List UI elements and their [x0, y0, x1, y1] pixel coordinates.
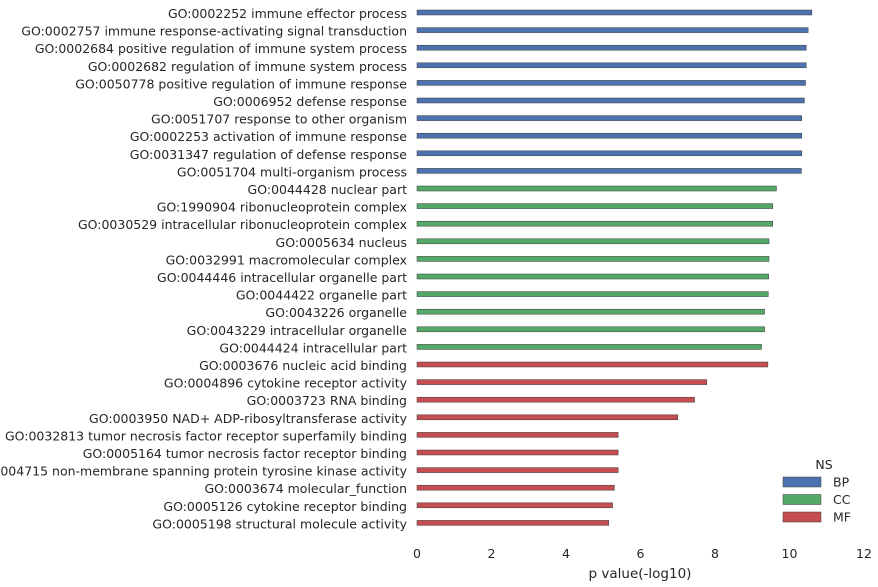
category-label: GO:1990904 ribonucleoprotein complex: [157, 200, 407, 215]
category-label: GO:0030529 intracellular ribonucleoprote…: [78, 217, 407, 232]
category-label: GO:0005198 structural molecule activity: [152, 516, 407, 531]
x-tick-label: 10: [782, 546, 798, 561]
category-label: GO:0043229 intracellular organelle: [187, 323, 408, 338]
bar-cc: [416, 326, 765, 333]
bar-mf: [416, 414, 678, 421]
x-tick-label: 6: [637, 546, 645, 561]
bar-cc: [416, 203, 773, 209]
category-label: GO:0003950 NAD+ ADP-ribosyltransferase a…: [89, 411, 408, 426]
bar-bp: [416, 168, 802, 174]
category-label: GO:0044422 organelle part: [236, 288, 407, 303]
bar-bp: [416, 132, 803, 139]
category-label: GO:0044428 nuclear part: [248, 182, 408, 197]
category-label: GO:0003723 RNA binding: [247, 393, 407, 408]
category-label: GO:0050778 positive regulation of immune…: [75, 76, 407, 91]
category-label: GO:0004896 cytokine receptor activity: [164, 376, 408, 391]
category-label: GO:0004715 non-membrane spanning protein…: [0, 464, 408, 479]
bar-bp: [416, 27, 809, 33]
category-label: GO:0032991 macromolecular complex: [166, 252, 407, 267]
bar-bp: [416, 150, 803, 157]
x-tick-label: 2: [488, 546, 496, 561]
category-label: GO:0051704 multi-organism process: [177, 164, 407, 179]
bar-mf: [416, 432, 619, 438]
bar-bp: [416, 97, 805, 104]
bar-bp: [416, 9, 813, 16]
bar-cc: [416, 273, 769, 280]
category-label: GO:0005126 cytokine receptor binding: [163, 499, 407, 514]
category-label: GO:0003676 nucleic acid binding: [199, 358, 407, 373]
legend-label-mf: MF: [833, 510, 851, 525]
bar-cc: [416, 308, 765, 315]
legend-label-cc: CC: [833, 492, 851, 507]
bar-bp: [416, 62, 807, 69]
bar-mf: [416, 396, 695, 403]
bar-cc: [416, 220, 773, 227]
legend-title: NS: [815, 457, 832, 472]
bar-bp: [416, 115, 803, 121]
category-label: GO:0044424 intracellular part: [219, 340, 407, 355]
bar-mf: [416, 361, 769, 368]
category-label: GO:0006952 defense response: [213, 94, 407, 109]
x-tick-label: 8: [711, 546, 719, 561]
bar-cc: [416, 256, 770, 262]
bar-mf: [416, 520, 610, 526]
x-tick-label: 4: [562, 546, 570, 561]
legend-label-bp: BP: [833, 475, 850, 490]
category-label: GO:0005164 tumor necrosis factor recepto…: [83, 446, 407, 461]
bars-group: [416, 9, 813, 526]
bar-cc: [416, 185, 777, 192]
category-label: GO:0002253 activation of immune response: [130, 129, 407, 144]
category-labels-group: GO:0002252 immune effector process GO:000…: [0, 6, 408, 531]
category-label: GO:0031347 regulation of defense respons…: [130, 147, 408, 162]
x-tick-label: 12: [856, 546, 872, 561]
category-label: GO:0044446 intracellular organelle part: [157, 270, 407, 285]
bar-bp: [416, 44, 807, 51]
category-label: GO:0032813 tumor necrosis factor recepto…: [5, 428, 407, 443]
bar-cc: [416, 291, 769, 297]
bar-cc: [416, 344, 762, 350]
bar-mf: [416, 467, 619, 473]
category-label: GO:0002684 positive regulation of immune…: [35, 41, 407, 56]
x-axis-title: p value(-log10): [589, 566, 692, 582]
bar-bp: [416, 80, 806, 86]
category-label: GO:0002682 regulation of immune system p…: [88, 59, 407, 74]
legend-swatch-mf: [782, 511, 822, 523]
bar-cc: [416, 238, 770, 245]
category-label: GO:0051707 response to other organism: [151, 112, 407, 127]
bar-mf: [416, 379, 708, 385]
category-label: GO:0002252 immune effector process: [168, 6, 407, 21]
bar-mf: [416, 502, 613, 509]
legend-swatch-cc: [782, 494, 822, 505]
x-axis-ticks-group: 0 2 4 6 8 10 12: [413, 546, 872, 561]
bar-mf: [416, 449, 619, 456]
category-label: GO:0002757 immune response-activating si…: [21, 24, 407, 39]
legend: NS BP CC MF: [782, 457, 851, 525]
legend-swatch-bp: [782, 476, 822, 488]
category-label: GO:0043226 organelle: [265, 305, 407, 320]
bar-mf: [416, 484, 615, 491]
category-label: GO:0005634 nucleus: [276, 235, 407, 250]
x-tick-label: 0: [413, 546, 421, 561]
category-label: GO:0003674 molecular_function: [204, 481, 407, 496]
